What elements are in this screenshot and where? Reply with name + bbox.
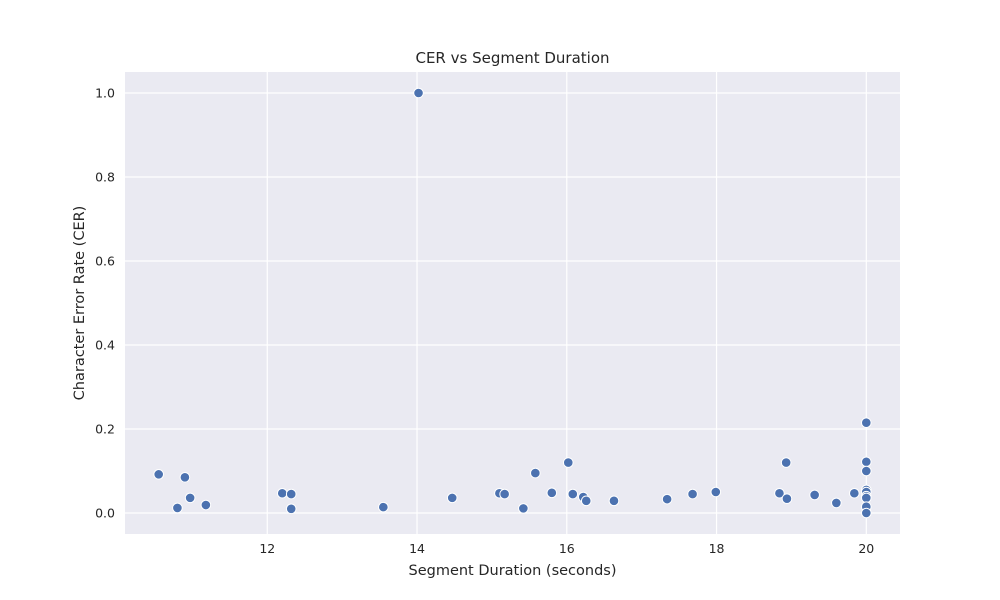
data-point	[781, 493, 793, 505]
data-point	[518, 503, 529, 514]
x-tick-labels: 12 14 16 18 20	[259, 541, 874, 556]
data-point	[861, 465, 872, 477]
data-point	[153, 469, 164, 480]
y-tick-label: 0.0	[95, 506, 115, 521]
x-tick-label: 14	[409, 541, 425, 556]
data-point	[184, 492, 196, 504]
data-point	[567, 488, 579, 500]
data-points	[153, 87, 872, 519]
data-point	[276, 487, 288, 499]
x-tick-label: 20	[858, 541, 874, 556]
data-point	[861, 507, 872, 519]
y-tick-label: 0.6	[95, 254, 115, 269]
data-point	[413, 87, 424, 99]
data-point	[710, 486, 722, 498]
data-point	[661, 493, 673, 505]
data-point	[780, 457, 792, 468]
data-point	[285, 503, 297, 515]
data-point	[831, 497, 842, 509]
plot-area	[125, 72, 900, 534]
x-axis-label: Segment Duration (seconds)	[408, 563, 616, 579]
data-point	[562, 457, 574, 468]
data-point	[861, 417, 872, 429]
y-tick-label: 0.4	[95, 338, 115, 353]
y-axis-label: Character Error Rate (CER)	[72, 206, 88, 401]
data-point	[446, 492, 458, 504]
data-point	[580, 495, 592, 507]
x-tick-label: 16	[559, 541, 575, 556]
data-point	[861, 492, 872, 504]
data-point	[774, 487, 785, 499]
data-point	[499, 488, 510, 500]
data-point	[378, 501, 389, 513]
data-point	[687, 488, 698, 500]
data-point	[809, 489, 820, 501]
y-tick-label: 0.8	[95, 170, 115, 185]
y-tick-label: 1.0	[95, 86, 115, 101]
y-tick-label: 0.2	[95, 422, 115, 437]
data-point	[530, 467, 541, 479]
chart-title: CER vs Segment Duration	[415, 49, 609, 67]
data-point	[285, 488, 297, 500]
data-point	[849, 487, 860, 499]
data-point	[546, 487, 558, 499]
x-tick-label: 12	[259, 541, 275, 556]
data-point	[200, 499, 212, 511]
data-point	[172, 502, 183, 514]
data-point	[608, 495, 620, 507]
grid-lines	[125, 72, 900, 534]
data-point	[861, 456, 872, 468]
x-tick-label: 18	[709, 541, 725, 556]
data-point	[179, 472, 191, 483]
y-tick-labels: 0.0 0.2 0.4 0.6 0.8 1.0	[95, 86, 115, 521]
